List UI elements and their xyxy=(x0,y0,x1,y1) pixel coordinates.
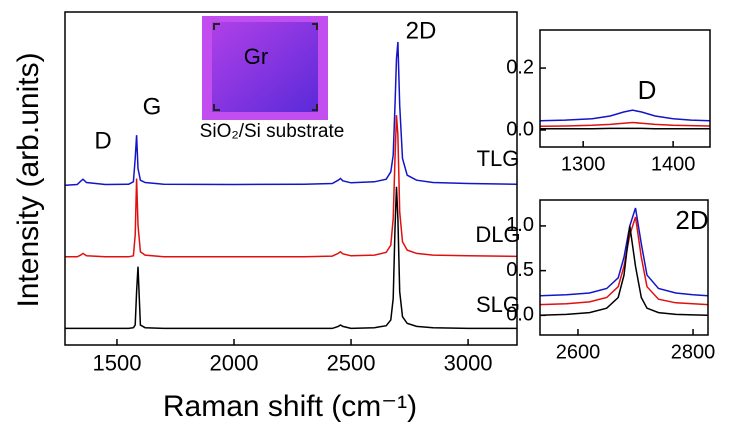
spectrum xyxy=(540,123,710,127)
x-axis-label: Raman shift (cm⁻¹) xyxy=(163,390,417,423)
spectrum xyxy=(540,110,710,121)
y-tick-label: 0.5 xyxy=(506,259,534,281)
annotation: 2D xyxy=(406,17,437,44)
annotation: 2D xyxy=(675,205,708,235)
spectrum xyxy=(540,226,708,315)
x-tick-label: 2500 xyxy=(327,351,376,376)
annotation: D xyxy=(638,75,657,105)
y-axis-label: Intensity (arb.units) xyxy=(12,52,45,307)
y-tick-label: 0.0 xyxy=(506,118,534,140)
annotation: G xyxy=(143,93,162,120)
x-tick-label: 1400 xyxy=(651,153,696,175)
series-label: TLG xyxy=(477,146,520,171)
annotation: D xyxy=(94,127,111,154)
y-tick-label: 0.2 xyxy=(506,56,534,78)
x-tick-label: 1300 xyxy=(561,153,606,175)
figure: Intensity (arb.units) Raman shift (cm⁻¹)… xyxy=(0,0,740,429)
x-tick-label: 3000 xyxy=(444,351,493,376)
annotation: Gr xyxy=(244,44,268,69)
y-tick-label: 0.0 xyxy=(506,304,534,326)
spectrum xyxy=(66,187,518,329)
x-tick-label: 2800 xyxy=(671,341,716,363)
x-tick-label: 2000 xyxy=(210,351,259,376)
annotation: SiO₂/Si substrate xyxy=(200,121,345,142)
x-tick-label: 2600 xyxy=(556,341,601,363)
page: Intensity (arb.units) Raman shift (cm⁻¹)… xyxy=(0,0,740,429)
x-tick-label: 1500 xyxy=(92,351,141,376)
y-tick-label: 1.0 xyxy=(506,214,534,236)
